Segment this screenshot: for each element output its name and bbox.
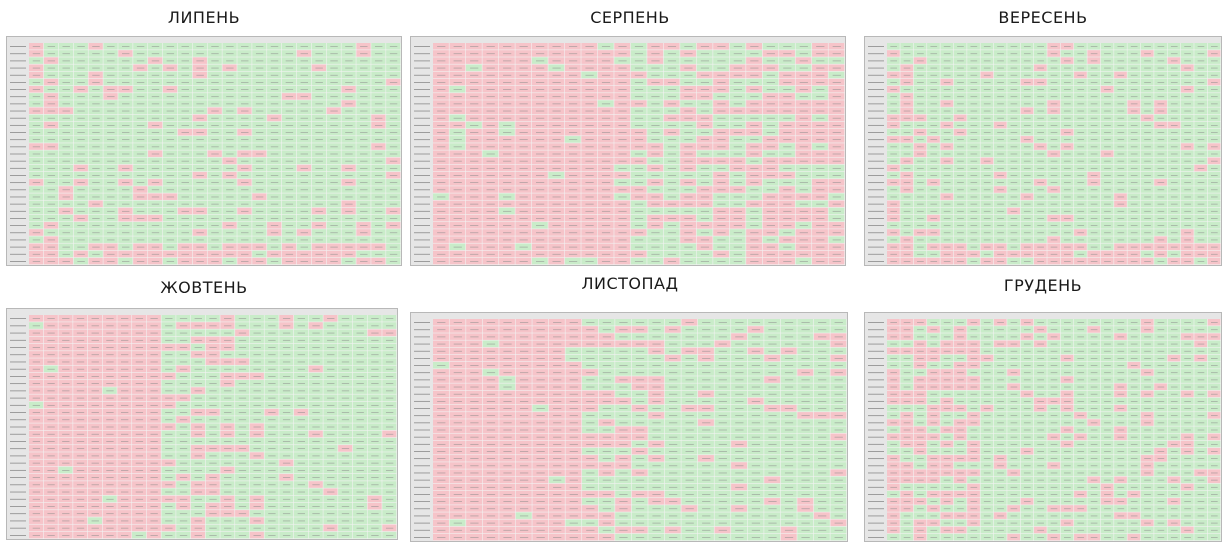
panel-title: ЛИПЕНЬ	[167, 8, 241, 27]
header-row	[7, 309, 397, 315]
heatmap-grid	[7, 309, 397, 539]
panel-title: ВЕРЕСЕНЬ	[998, 8, 1088, 27]
header-row	[865, 37, 1221, 43]
panel-august: СЕРПЕНЬ	[410, 0, 850, 270]
panel-september: ВЕРЕСЕНЬ	[864, 0, 1222, 270]
heatmap-table	[410, 36, 846, 266]
heatmap-grid	[7, 37, 401, 265]
heatmap-table	[6, 308, 398, 540]
header-row	[7, 37, 401, 43]
panel-title: СЕРПЕНЬ	[590, 8, 670, 27]
panel-title: ЖОВТЕНЬ	[160, 278, 248, 297]
header-row	[411, 37, 845, 43]
heatmap-grid	[865, 37, 1221, 265]
heatmap-table	[6, 36, 402, 266]
heatmap-grid	[411, 37, 845, 265]
panel-july: ЛИПЕНЬ	[6, 0, 402, 270]
panel-october: ЖОВТЕНЬ	[6, 272, 402, 542]
heatmap-table	[864, 36, 1222, 266]
